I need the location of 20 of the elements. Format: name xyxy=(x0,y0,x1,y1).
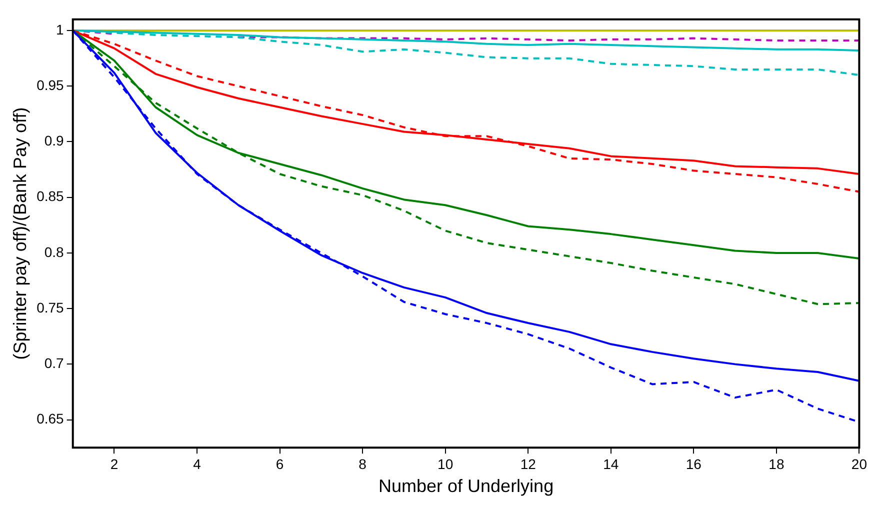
y-axis-title: (Sprinter pay off)/(Bank Pay off) xyxy=(10,107,30,360)
y-tick-label: 0.65 xyxy=(36,410,64,427)
x-tick-label: 12 xyxy=(520,456,536,472)
x-tick-label: 18 xyxy=(768,456,784,472)
y-tick-label: 0.8 xyxy=(44,244,64,260)
y-tick-label: 1 xyxy=(56,21,64,38)
x-tick-label: 16 xyxy=(686,456,702,472)
x-axis-title: Number of Underlying xyxy=(378,476,554,496)
x-tick-label: 6 xyxy=(276,456,284,472)
y-tick-label: 0.7 xyxy=(44,355,64,372)
x-tick-label: 2 xyxy=(110,456,118,472)
y-tick-label: 0.85 xyxy=(36,188,64,204)
x-tick-label: 20 xyxy=(851,456,868,472)
x-tick-label: 4 xyxy=(193,456,202,472)
x-tick-label: 8 xyxy=(358,456,367,472)
y-tick-label: 0.95 xyxy=(36,76,64,93)
y-tick-label: 0.75 xyxy=(36,299,64,316)
x-tick-label: 10 xyxy=(438,456,454,472)
y-tick-label: 0.9 xyxy=(44,132,64,149)
x-tick-label: 14 xyxy=(603,456,619,472)
